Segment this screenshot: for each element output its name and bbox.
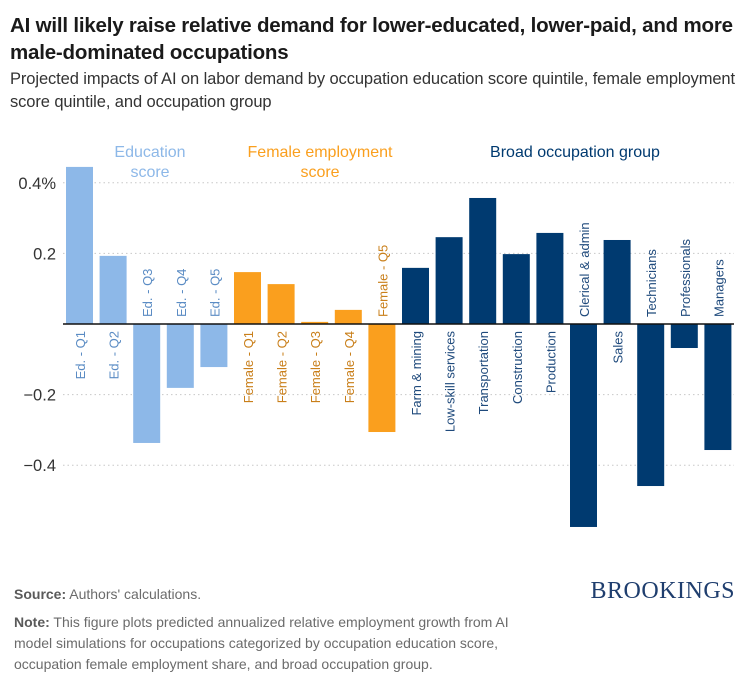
category-label: Production (543, 331, 558, 393)
bar (301, 321, 329, 324)
source-note: Source: Authors' calculations. (14, 584, 201, 605)
category-label: Female - Q2 (275, 331, 290, 403)
bar (469, 197, 497, 324)
bar (66, 166, 93, 324)
category-label: Female - Q5 (375, 245, 390, 317)
group-label: score (300, 164, 339, 181)
note-text: This figure plots predicted annualized r… (14, 614, 509, 672)
category-label: Low-skill services (443, 331, 458, 433)
category-label: Professionals (678, 238, 693, 317)
y-tick-label: 0.2 (33, 245, 56, 263)
y-axis-ticks: 0.4% 0.2 −0.2 −0.4 (18, 175, 56, 475)
group-label: Broad occupation group (490, 144, 660, 161)
group-labels: Education score Female employment score Broa… (114, 144, 660, 181)
group-label: score (130, 164, 169, 181)
category-label: Clerical & admin (577, 222, 592, 317)
bar (234, 272, 261, 324)
bar (368, 324, 396, 433)
group-label: Education (114, 144, 185, 161)
group-label: Female employment (248, 144, 394, 161)
category-label: Female - Q3 (308, 331, 323, 403)
category-label: Ed. - Q4 (174, 269, 189, 317)
bar (334, 309, 362, 324)
y-tick-label: −0.4 (23, 457, 56, 475)
y-tick-label: −0.2 (23, 387, 56, 405)
category-label: Ed. - Q2 (107, 331, 122, 379)
bar-chart: 0.4% 0.2 −0.2 −0.4 Education score Female emp… (18, 144, 734, 527)
category-label: Farm & mining (409, 331, 424, 416)
y-tick-label: 0.4% (18, 175, 56, 193)
category-label: Ed. - Q1 (73, 331, 88, 379)
source-text: Authors' calculations. (66, 586, 202, 602)
bars (66, 166, 732, 527)
category-label: Ed. - Q3 (140, 269, 155, 317)
category-label: Construction (510, 331, 525, 404)
bar (603, 239, 631, 324)
chart-subtitle: Projected impacts of AI on labor demand … (10, 70, 735, 111)
category-labels: Ed. - Q1 Ed. - Q2 Ed. - Q3 Ed. - Q4 Ed. - Q5… (73, 222, 726, 432)
category-label: Ed. - Q5 (207, 269, 222, 317)
bar (133, 324, 161, 443)
bar (99, 255, 127, 324)
note-label: Note: (14, 614, 50, 630)
bar (704, 324, 732, 451)
source-label: Source: (14, 586, 67, 602)
bar (267, 284, 295, 324)
chart-title: AI will likely raise relative demand for… (10, 14, 733, 64)
brookings-logo: BROOKINGS (590, 578, 735, 604)
category-label: Technicians (644, 249, 659, 317)
category-label: Female - Q1 (241, 331, 256, 403)
bar (536, 232, 564, 324)
bar (166, 324, 194, 388)
bar (570, 324, 597, 527)
note: Note: This figure plots predicted annual… (14, 612, 534, 675)
bar (435, 237, 463, 324)
category-label: Sales (611, 331, 626, 364)
category-label: Managers (711, 259, 726, 317)
bar (200, 324, 228, 368)
category-label: Transportation (476, 331, 491, 414)
bar (637, 324, 665, 487)
bar (670, 324, 698, 349)
bar (502, 254, 530, 324)
category-label: Female - Q4 (342, 331, 357, 403)
bar (402, 267, 429, 324)
